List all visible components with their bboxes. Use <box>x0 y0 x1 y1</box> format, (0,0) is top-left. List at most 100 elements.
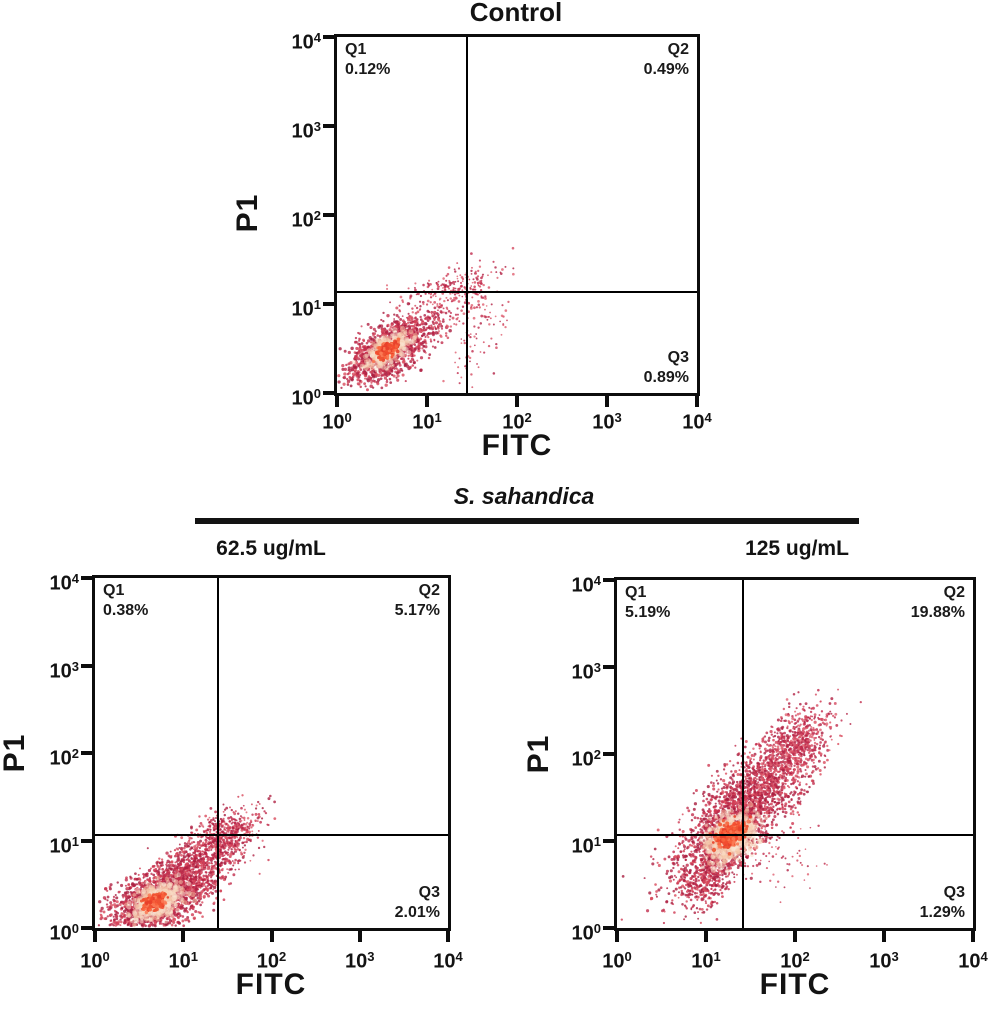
x-axis-label: FITC <box>759 968 831 1001</box>
quadrant-name: Q1 <box>625 584 647 601</box>
quadrant-percentage: 2.01% <box>394 904 440 921</box>
x-tick-mark <box>269 931 274 942</box>
y-tick-label: 103 <box>571 660 601 684</box>
y-tick-label: 101 <box>49 833 79 858</box>
x-tick-mark <box>971 931 975 942</box>
quadrant-name: Q3 <box>943 884 965 901</box>
scatter-dots-canvas <box>337 37 697 393</box>
y-tick-label: 102 <box>49 746 79 770</box>
quadrant-horizontal-line <box>617 833 973 836</box>
quadrant-percentage: 1.29% <box>919 904 965 921</box>
x-tick-label: 104 <box>958 949 988 973</box>
y-tick-label: 102 <box>291 208 321 232</box>
scatter-dots-canvas <box>95 578 448 928</box>
chart-title-125: 125 ug/mL <box>745 537 849 560</box>
x-tick-label: 103 <box>345 949 375 973</box>
x-tick-label: 102 <box>780 949 810 973</box>
x-tick-mark <box>882 931 886 942</box>
quadrant-name: Q1 <box>345 41 367 58</box>
y-axis-label: P1 <box>231 193 264 233</box>
y-tick-mark <box>323 302 334 306</box>
x-tick-label: 104 <box>682 410 712 434</box>
y-tick-mark <box>603 752 614 756</box>
x-tick-mark <box>695 396 699 407</box>
quadrant-vertical-line <box>465 37 468 393</box>
quadrant-label-q3: Q3 1.29% <box>920 883 965 923</box>
quadrant-label-q2: Q2 0.49% <box>644 40 689 80</box>
x-tick-mark <box>446 931 450 942</box>
y-tick-mark <box>323 213 334 217</box>
x-tick-mark <box>93 931 97 942</box>
x-tick-mark <box>181 931 186 942</box>
quadrant-vertical-line <box>742 580 745 928</box>
quadrant-percentage: 0.89% <box>643 369 689 386</box>
quadrant-percentage: 0.49% <box>643 61 689 78</box>
y-tick-label: 104 <box>571 573 601 597</box>
y-tick-mark <box>603 926 614 930</box>
y-tick-mark <box>81 838 92 843</box>
quadrant-label-q3: Q3 2.01% <box>395 883 440 923</box>
y-tick-mark <box>603 839 614 843</box>
quadrant-label-q2: Q2 5.17% <box>395 581 440 621</box>
x-axis-label: FITC <box>481 429 553 462</box>
quadrant-label-q2: Q2 19.88% <box>911 583 965 623</box>
y-tick-label: 104 <box>291 30 321 54</box>
x-tick-label: 101 <box>168 949 198 973</box>
x-tick-label: 104 <box>433 949 463 973</box>
y-tick-mark <box>81 663 92 668</box>
x-tick-mark <box>615 931 619 942</box>
x-tick-mark <box>425 396 429 407</box>
x-tick-label: 100 <box>602 949 632 973</box>
quadrant-name: Q2 <box>943 584 965 601</box>
quadrant-horizontal-line <box>337 291 697 294</box>
x-tick-mark <box>605 396 609 407</box>
quadrant-label-q1: Q1 5.19% <box>625 583 670 623</box>
y-tick-mark <box>323 35 334 39</box>
x-tick-mark <box>515 396 519 407</box>
quadrant-label-q1: Q1 0.38% <box>103 581 148 621</box>
y-tick-mark <box>81 576 92 580</box>
x-tick-label: 101 <box>412 410 442 434</box>
plot-area-125: Q1 5.19% Q2 19.88% Q3 1.29% <box>614 577 976 931</box>
chart-title-control: Control <box>469 0 563 27</box>
x-tick-label: 102 <box>256 949 287 973</box>
quadrant-percentage: 0.12% <box>345 61 391 78</box>
quadrant-percentage: 19.88% <box>910 604 965 621</box>
y-tick-label: 100 <box>571 921 601 945</box>
y-tick-label: 101 <box>291 297 321 321</box>
y-tick-label: 103 <box>49 658 79 683</box>
y-tick-label: 101 <box>571 834 601 858</box>
y-tick-mark <box>603 665 614 669</box>
plot-area-control: Q1 0.12% Q2 0.49% Q3 0.89% <box>334 34 700 396</box>
y-tick-label: 100 <box>49 921 79 945</box>
x-tick-mark <box>335 396 339 407</box>
quadrant-vertical-line <box>216 578 219 928</box>
quadrant-label-q3: Q3 0.89% <box>644 348 689 388</box>
x-tick-label: 100 <box>80 949 110 973</box>
group-underline-bar <box>195 518 859 524</box>
x-tick-label: 100 <box>322 410 352 434</box>
y-tick-mark <box>81 926 92 930</box>
x-tick-label: 101 <box>691 949 721 973</box>
group-label-species: S. sahandica <box>453 483 595 509</box>
quadrant-name: Q3 <box>418 884 440 901</box>
quadrant-percentage: 5.17% <box>394 602 440 619</box>
quadrant-percentage: 5.19% <box>625 604 671 621</box>
y-tick-label: 104 <box>49 571 79 595</box>
y-tick-mark <box>323 391 334 395</box>
y-tick-mark <box>323 124 334 128</box>
y-tick-mark <box>603 578 614 582</box>
x-tick-mark <box>357 931 362 942</box>
x-axis-label: FITC <box>235 968 307 1001</box>
x-tick-label: 102 <box>502 410 532 434</box>
quadrant-horizontal-line <box>95 834 448 837</box>
y-tick-label: 103 <box>291 119 321 143</box>
chart-title-62-5: 62.5 ug/mL <box>216 537 326 560</box>
y-tick-label: 102 <box>571 747 601 771</box>
quadrant-percentage: 0.38% <box>103 602 149 619</box>
x-tick-mark <box>704 931 708 942</box>
x-tick-label: 103 <box>592 410 622 434</box>
x-tick-mark <box>793 931 797 942</box>
x-tick-label: 103 <box>869 949 899 973</box>
y-tick-label: 100 <box>291 386 321 410</box>
